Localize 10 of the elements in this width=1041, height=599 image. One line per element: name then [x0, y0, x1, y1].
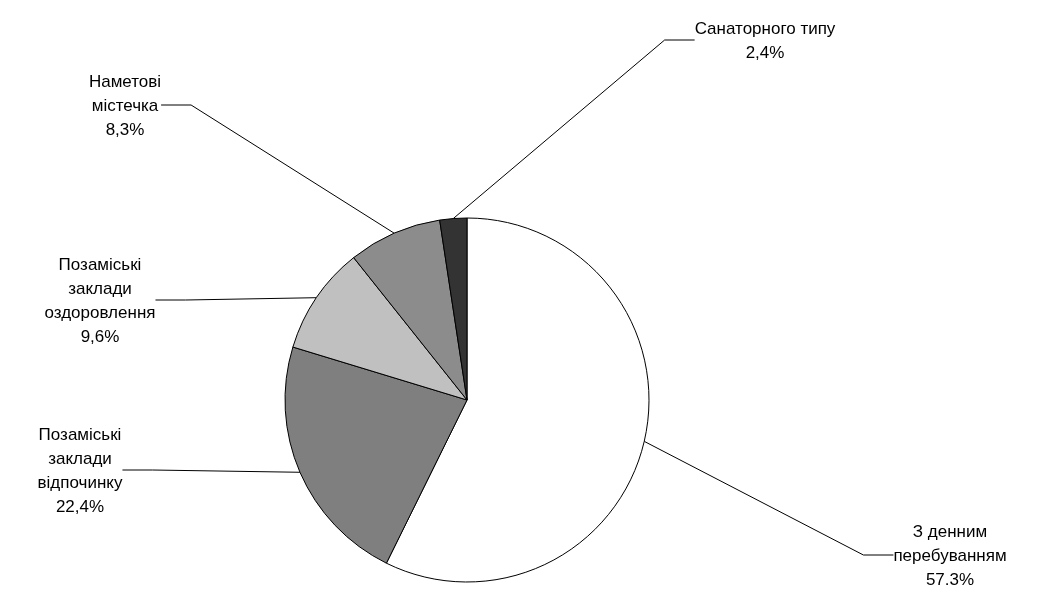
slice-label: Позаміські заклади оздоровлення	[44, 254, 156, 322]
data-label: 9,6%	[80, 326, 120, 346]
slice-label: Позаміські заклади відпочинку	[37, 424, 123, 492]
data-label: 57.3%	[925, 569, 975, 589]
slice-label: Наметові містечка	[88, 71, 162, 115]
slice-label: З денним перебуванням	[893, 521, 1007, 565]
data-label: 2,4%	[745, 42, 785, 62]
data-label: 22,4%	[55, 496, 105, 516]
slice-label: Санаторного типу	[694, 18, 836, 38]
data-label: 8,3%	[105, 119, 145, 139]
